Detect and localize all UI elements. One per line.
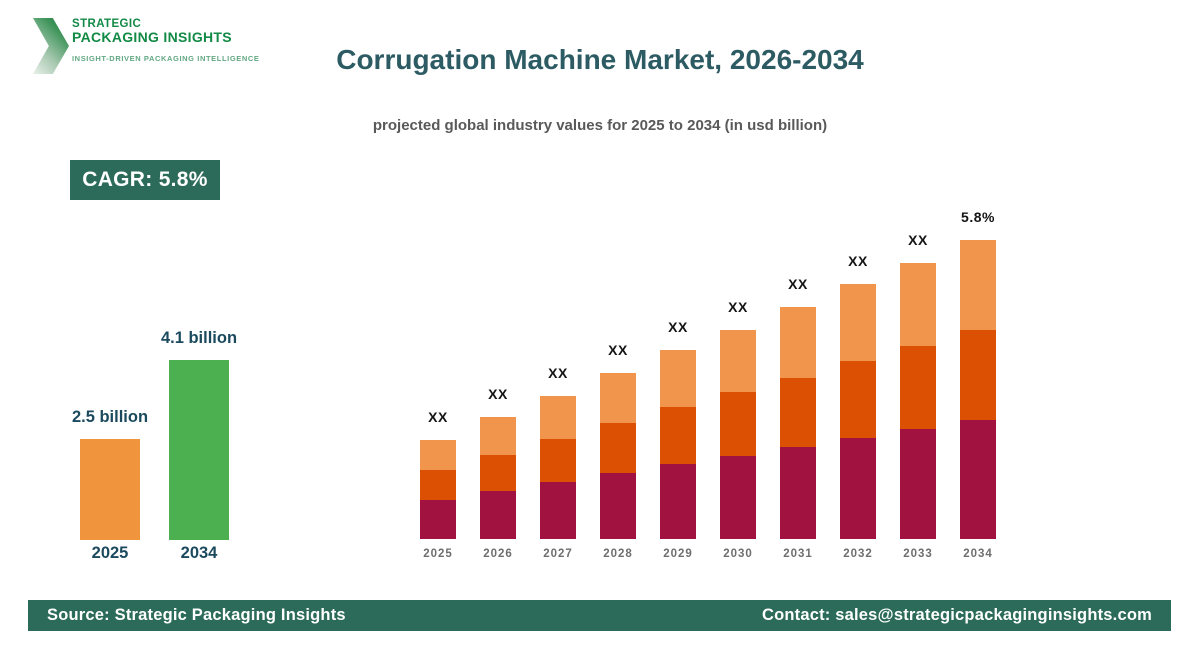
bar-value-label: XX [488, 386, 508, 402]
footer-contact: Contact: sales@strategicpackaginginsight… [761, 606, 1152, 624]
page-subtitle: projected global industry values for 202… [372, 117, 828, 134]
bar-segment-bottom [660, 464, 696, 539]
logo-name-line2: PACKAGING INSIGHTS [72, 29, 232, 45]
bar-segment-middle [960, 330, 996, 420]
bar-segment-top [720, 330, 756, 392]
bar-segment-bottom [420, 500, 456, 539]
bar-segment-top [540, 396, 576, 439]
category-label: 2031 [783, 548, 813, 560]
bar-segment-middle [720, 392, 756, 456]
bar-value-label: XX [788, 276, 808, 292]
page-title: Corrugation Machine Market, 2026-2034 [336, 44, 864, 75]
summary-bar-2034 [169, 360, 229, 540]
bar-value-label: 4.1 billion [160, 329, 238, 347]
footer-source: Source: Strategic Packaging Insights [47, 606, 346, 624]
bar-segment-bottom [540, 482, 576, 539]
bar-segment-top [420, 440, 456, 470]
logo-name-line1: STRATEGIC [72, 18, 142, 30]
summary-bar-2025 [80, 439, 140, 540]
category-label: 2029 [663, 548, 693, 560]
bar-segment-middle [540, 439, 576, 482]
bar-value-label: XX [908, 232, 928, 248]
category-label: 2025 [423, 548, 453, 560]
category-label: 2026 [483, 548, 513, 560]
stacked-bar-2034 [960, 240, 996, 539]
category-label: 2028 [603, 548, 633, 560]
bar-value-label: XX [668, 319, 688, 335]
category-label: 2025 [91, 544, 129, 562]
bar-segment-top [840, 284, 876, 361]
stacked-bar-2032 [840, 284, 876, 539]
bar-segment-bottom [840, 438, 876, 539]
category-label: 2032 [843, 548, 873, 560]
bar-segment-bottom [600, 473, 636, 539]
bar-segment-top [780, 307, 816, 378]
cagr-badge: CAGR: 5.8% [70, 160, 220, 200]
stacked-bar-2031 [780, 307, 816, 539]
bar-segment-middle [600, 423, 636, 473]
bar-value-label: XX [548, 365, 568, 381]
stacked-bar-2033 [900, 263, 936, 539]
bar-segment-bottom [480, 491, 516, 539]
bar-segment-top [600, 373, 636, 423]
bar-value-label: XX [608, 342, 628, 358]
bar-segment-top [660, 350, 696, 407]
bar-value-label: XX [428, 409, 448, 425]
bar-segment-top [900, 263, 936, 346]
category-label: 2034 [180, 544, 218, 562]
bar-segment-middle [780, 378, 816, 447]
stacked-bar-2027 [540, 396, 576, 539]
category-label: 2030 [723, 548, 753, 560]
stacked-bar-2030 [720, 330, 756, 539]
bar-segment-top [960, 240, 996, 330]
bar-segment-bottom [900, 429, 936, 539]
forecast-stacked-bar-chart: XX 2025 XX 2026 XX 2027 XX 2028 XX 2029 XX 2030 XX 20… [420, 195, 1000, 563]
bar-segment-top [480, 417, 516, 455]
bar-value-label: 2.5 billion [71, 408, 149, 426]
summary-bar-chart: 2.5 billion 2025 4.1 billion 2034 [60, 320, 250, 563]
logo: STRATEGIC PACKAGING INSIGHTS INSIGHT-DRI… [33, 14, 293, 76]
bar-segment-bottom [720, 456, 756, 539]
category-label: 2034 [963, 548, 993, 560]
stacked-bar-2026 [480, 417, 516, 539]
stacked-bar-2029 [660, 350, 696, 539]
bar-value-label: 5.8% [961, 209, 995, 225]
logo-text: STRATEGIC PACKAGING INSIGHTS INSIGHT-DRI… [72, 18, 260, 63]
bar-segment-middle [840, 361, 876, 438]
stacked-bar-2025 [420, 440, 456, 539]
footer-bar: Source: Strategic Packaging Insights Con… [28, 600, 1171, 631]
bar-segment-middle [420, 470, 456, 500]
bar-segment-middle [660, 407, 696, 464]
category-label: 2033 [903, 548, 933, 560]
bar-segment-bottom [960, 420, 996, 539]
bar-value-label: XX [848, 253, 868, 269]
bar-segment-middle [480, 455, 516, 491]
bar-segment-bottom [780, 447, 816, 539]
logo-tagline: INSIGHT-DRIVEN PACKAGING INTELLIGENCE [72, 54, 260, 63]
bar-value-label: XX [728, 299, 748, 315]
category-label: 2027 [543, 548, 573, 560]
bar-segment-middle [900, 346, 936, 429]
stacked-bar-2028 [600, 373, 636, 539]
